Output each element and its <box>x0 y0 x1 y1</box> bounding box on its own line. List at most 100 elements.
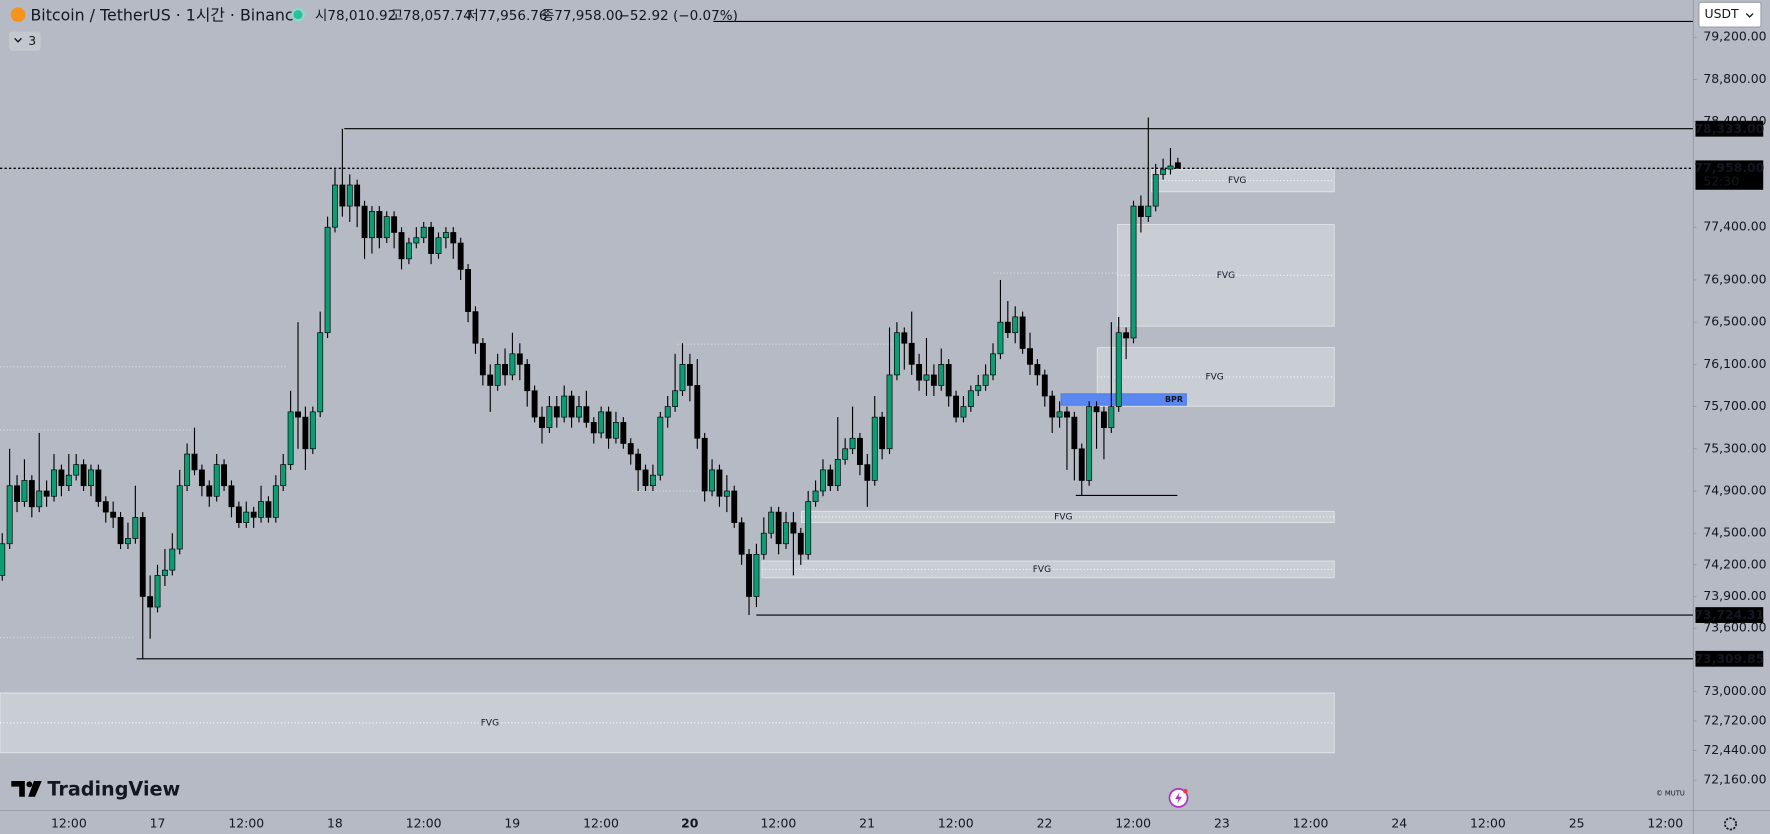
candle-body <box>1086 406 1093 481</box>
current-price-tag <box>1695 160 1764 190</box>
zone-label: FVG <box>481 718 499 728</box>
candle-body <box>760 532 767 555</box>
candle-body <box>783 522 789 545</box>
candle-body <box>0 543 6 576</box>
bpr-zone <box>1060 393 1187 406</box>
candle-body <box>51 469 57 497</box>
candle-body <box>709 469 715 492</box>
x-tick-label: 22 <box>1037 815 1053 830</box>
y-tick-label: 74,900.00 <box>1703 482 1766 497</box>
y-tick-label: 76,900.00 <box>1703 271 1766 286</box>
x-tick-label: 12:00 <box>583 815 619 830</box>
candle-body <box>14 485 20 502</box>
candle-body <box>6 485 13 545</box>
brand-name: TradingView <box>47 777 180 800</box>
x-tick-label: 23 <box>1214 815 1230 830</box>
candle-body <box>287 411 294 465</box>
candle-body <box>627 443 634 455</box>
bolt-icon <box>1175 792 1182 804</box>
zone-label: FVG <box>1033 565 1051 575</box>
candle-body <box>864 464 871 481</box>
candle-body <box>479 342 486 376</box>
settings-icon[interactable] <box>1724 817 1737 831</box>
y-tick-label: 76,500.00 <box>1703 314 1766 329</box>
candle-body <box>531 390 538 418</box>
currency-button[interactable] <box>1698 1 1762 28</box>
candle-body <box>679 364 686 392</box>
currency-label: USDT <box>1705 6 1740 21</box>
candle-body <box>213 464 220 497</box>
x-tick-label: 12:00 <box>938 815 974 830</box>
time-axis: 12:00 17 12:00 18 12:00 19 12:00 20 12:00 21 12:00… <box>51 815 1683 830</box>
x-tick-label: 12:00 <box>1470 815 1506 830</box>
y-tick-label: 74,500.00 <box>1703 525 1766 540</box>
candle-body <box>568 395 575 418</box>
candle-body <box>790 522 797 534</box>
open-label: 시78,010.92 <box>315 8 396 24</box>
tradingview-logo: TradingView <box>11 777 181 800</box>
candle-body <box>1167 165 1174 170</box>
candle-body <box>642 469 649 487</box>
candle-body <box>280 464 287 487</box>
candle-body <box>80 464 87 487</box>
low-label: 저77,956.76 <box>466 8 547 24</box>
candle-body <box>161 569 168 576</box>
x-tick-label: 17 <box>150 815 166 830</box>
candle-body <box>561 395 568 418</box>
currency-select[interactable]: USDT <box>1698 1 1762 28</box>
candle-body <box>420 226 427 239</box>
candle-body <box>967 390 974 407</box>
y-tick-label: 72,720.00 <box>1703 713 1766 728</box>
x-tick-label: 24 <box>1391 815 1407 830</box>
candle-body <box>797 532 804 555</box>
candle-body <box>184 453 191 487</box>
high-label: 고78,057.74 <box>391 8 472 24</box>
candle-body <box>842 448 849 460</box>
candle-body <box>1012 316 1019 334</box>
y-tick-label: 75,700.00 <box>1703 398 1766 413</box>
zone-label: FVG <box>1228 176 1246 186</box>
indicators-toggle[interactable]: 3 <box>9 31 41 51</box>
candle-body <box>923 374 930 381</box>
candle-body <box>901 332 908 344</box>
candle-body <box>413 237 420 244</box>
x-tick-label: 12:00 <box>1647 815 1683 830</box>
candle-body <box>960 406 967 418</box>
x-tick-label: 12:00 <box>406 815 442 830</box>
zone-label: FVG <box>1217 271 1235 281</box>
candle-body <box>908 342 915 365</box>
candle-body <box>110 511 117 518</box>
candle-body <box>613 422 619 439</box>
candle-body <box>442 232 449 239</box>
candle-body <box>990 353 996 376</box>
y-tick-label: 75,300.00 <box>1703 440 1766 455</box>
toggle-button[interactable] <box>9 31 41 51</box>
change-label: −52.92 (−0.07%) <box>619 8 738 24</box>
candle-body <box>302 416 309 450</box>
candle-body <box>339 184 346 207</box>
candle-body <box>1101 411 1107 429</box>
candle-body <box>753 553 760 597</box>
candle-body <box>361 205 368 239</box>
y-tick-label: 78,800.00 <box>1703 71 1766 86</box>
y-tick-label: 72,440.00 <box>1703 742 1766 757</box>
candle-body <box>827 469 834 487</box>
candle-body <box>1123 332 1130 339</box>
candle-body <box>583 406 590 423</box>
candle-body <box>398 232 405 260</box>
candle-body <box>997 321 1004 355</box>
candle-body <box>206 485 213 497</box>
candle-body <box>324 226 331 334</box>
candle-body <box>435 237 442 254</box>
candle-body <box>405 242 412 260</box>
x-tick-label: 21 <box>859 815 875 830</box>
x-tick-label: 19 <box>504 815 520 830</box>
candle-body <box>834 458 841 487</box>
current-price-label: 77,958.00 <box>1694 160 1764 175</box>
candle-body <box>1093 406 1100 413</box>
y-tick-label: 79,200.00 <box>1703 29 1766 44</box>
candle-body <box>746 553 752 597</box>
candle-body <box>176 485 183 550</box>
candle-body <box>871 416 878 481</box>
candle-body <box>369 211 375 239</box>
